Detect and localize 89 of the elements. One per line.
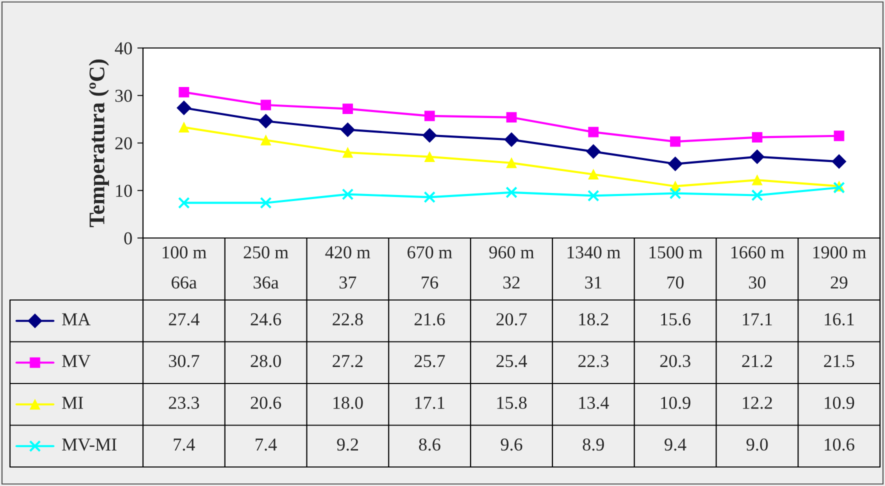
data-label: 8.6: [419, 438, 440, 451]
data-label: 9.0: [746, 438, 768, 451]
y-tick-label: 30: [115, 90, 132, 102]
point: [587, 190, 600, 202]
y-axis-title: Temperatura (ºC): [88, 60, 109, 228]
y-tick-label: 40: [114, 42, 132, 54]
x-tick-label: 1660 m 30: [731, 246, 784, 289]
point: [422, 128, 437, 143]
point: [340, 122, 355, 137]
data-label: 22.3: [578, 355, 608, 368]
point: [506, 112, 517, 123]
y-tick-label: 20: [115, 137, 132, 150]
point: [424, 191, 436, 204]
point: [342, 147, 353, 158]
data-label: 9.6: [500, 438, 522, 451]
point: [586, 144, 601, 159]
data-label: 30.7: [169, 354, 200, 368]
x-tick-label: 670 m 76: [408, 246, 452, 289]
data-label: 20.3: [660, 354, 690, 368]
legend-label: MI: [62, 396, 84, 409]
data-label: 15.8: [497, 396, 527, 409]
data-label: 20.6: [250, 396, 282, 409]
data-label: 25.4: [496, 355, 528, 368]
point: [342, 104, 353, 114]
x-tick-label: 960 m 32: [489, 246, 534, 289]
data-label: 21.6: [414, 313, 445, 326]
point: [832, 154, 846, 169]
point: [670, 136, 680, 147]
point: [424, 152, 435, 162]
point: [260, 100, 272, 110]
x-tick-label: 100 m 66a: [162, 246, 206, 289]
point: [258, 114, 274, 128]
data-label: 24.6: [250, 313, 282, 326]
data-label: 13.4: [579, 396, 609, 409]
data-label: 10.6: [824, 438, 854, 451]
data-label: 7.4: [174, 438, 195, 451]
data-label: 9.4: [664, 438, 686, 451]
x-tick-label: 250 m 36a: [244, 246, 288, 289]
data-label: 28.0: [250, 354, 281, 368]
data-label: 23.3: [168, 396, 200, 409]
point: [588, 126, 599, 138]
data-label: 21.2: [742, 355, 772, 368]
data-label: 20.7: [496, 313, 527, 326]
point: [176, 100, 192, 116]
legend-label: MV-MI: [62, 438, 116, 451]
point: [588, 169, 599, 180]
point: [178, 122, 190, 133]
legend-label: MA: [62, 313, 91, 326]
x-tick-label: 420 m 37: [325, 246, 370, 289]
point: [752, 174, 762, 186]
point: [834, 130, 844, 142]
y-tick-label: 10: [116, 184, 132, 197]
data-label: 10.9: [661, 396, 690, 409]
point: [506, 158, 517, 168]
point: [260, 134, 272, 146]
point: [668, 156, 682, 172]
legend-label: MV: [62, 355, 90, 368]
point: [424, 110, 435, 122]
data-label: 25.7: [414, 355, 445, 368]
point: [178, 196, 190, 209]
data-label: 21.5: [824, 355, 854, 368]
data-label: 9.2: [337, 438, 358, 451]
point: [260, 196, 272, 209]
point: [669, 187, 682, 200]
point: [751, 189, 764, 202]
data-label: 18.2: [579, 313, 608, 326]
data-label: 10.9: [824, 396, 854, 409]
data-label: 12.2: [742, 396, 772, 409]
data-label: 16.1: [824, 313, 854, 326]
data-label: 8.9: [582, 438, 604, 451]
point: [833, 182, 845, 194]
x-tick-label: 1340 m 31: [568, 246, 620, 289]
data-label: 15.6: [661, 313, 691, 326]
point: [342, 188, 354, 200]
data-label: 27.4: [168, 313, 200, 326]
x-tick-label: 1500 m 70: [650, 246, 702, 289]
x-tick-label: 1900 m 29: [813, 246, 866, 289]
point: [750, 150, 764, 164]
data-label: 7.4: [256, 438, 277, 451]
data-label: 17.1: [742, 313, 772, 326]
data-label: 18.0: [334, 396, 363, 409]
y-tick-label: 0: [124, 232, 132, 244]
data-label: 22.8: [332, 313, 363, 326]
point: [752, 132, 762, 143]
data-label: 17.1: [415, 396, 444, 409]
point: [504, 132, 519, 147]
data-label: 27.2: [332, 355, 363, 368]
point: [178, 86, 190, 98]
point: [506, 186, 518, 198]
